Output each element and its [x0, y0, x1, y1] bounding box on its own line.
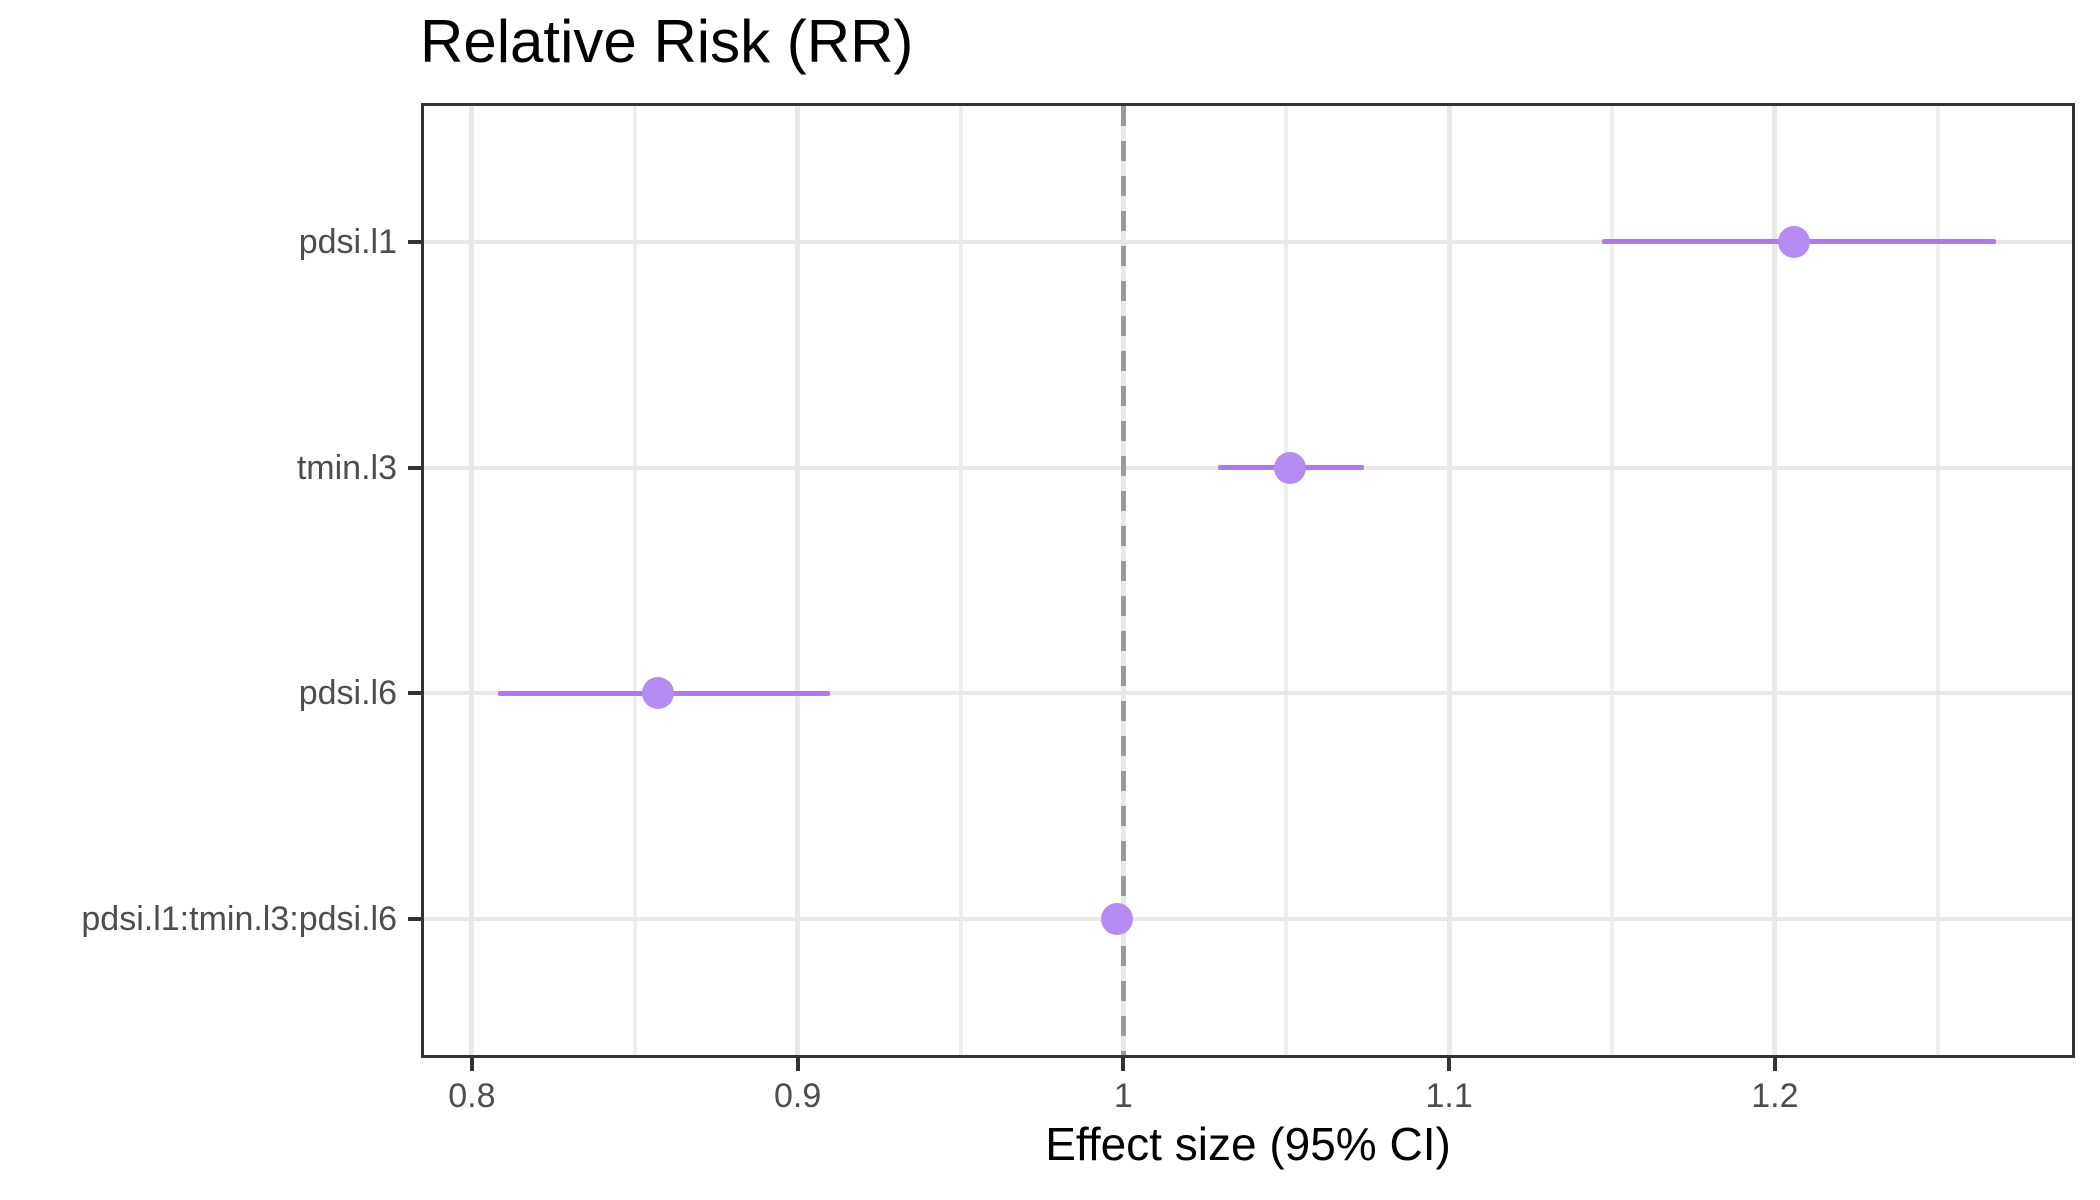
y-axis-tick-mark [408, 239, 421, 244]
x-axis-title: Effect size (95% CI) [1045, 1118, 1451, 1170]
gridline-horizontal-major [424, 691, 2072, 696]
plot-title: Relative Risk (RR) [420, 8, 914, 75]
y-axis-tick-mark [408, 465, 421, 470]
gridline-horizontal-major [424, 917, 2072, 922]
x-axis-tick-mark [469, 1058, 474, 1071]
x-axis-tick-label: 1.1 [1425, 1077, 1473, 1115]
x-axis-tick-mark [1447, 1058, 1452, 1071]
gridline-vertical-minor [1935, 106, 1940, 1055]
y-axis-tick-mark [408, 691, 421, 696]
x-axis-tick-label: 0.8 [448, 1077, 496, 1115]
y-axis-tick-mark [408, 917, 421, 922]
estimate-point [1778, 225, 1811, 258]
gridline-horizontal-major [424, 239, 2072, 244]
gridline-vertical-minor [958, 106, 963, 1055]
y-axis-category-label: tmin.l3 [296, 448, 397, 487]
x-axis-tick-mark [1121, 1058, 1126, 1071]
gridline-vertical-major [1772, 106, 1778, 1055]
y-axis-category-label: pdsi.l1:tmin.l3:pdsi.l6 [81, 900, 397, 939]
x-axis-tick-label: 0.9 [774, 1077, 822, 1115]
gridline-vertical-major [469, 106, 475, 1055]
x-axis-tick-mark [795, 1058, 800, 1071]
reference-line-dashed [1120, 106, 1126, 1055]
estimate-point [641, 677, 674, 710]
x-axis-tick-label: 1 [1113, 1077, 1133, 1115]
plot-panel [421, 103, 2075, 1058]
gridline-vertical-minor [632, 106, 637, 1055]
gridline-vertical-minor [1284, 106, 1289, 1055]
estimate-point [1100, 903, 1133, 936]
y-axis-category-label: pdsi.l6 [298, 674, 397, 713]
y-axis-category-label: pdsi.l1 [298, 222, 397, 261]
estimate-point [1273, 451, 1306, 484]
x-axis-tick-mark [1772, 1058, 1777, 1071]
gridline-vertical-major [795, 106, 801, 1055]
gridline-vertical-major [1446, 106, 1452, 1055]
gridline-vertical-minor [1610, 106, 1615, 1055]
x-axis-tick-label: 1.2 [1751, 1077, 1799, 1115]
